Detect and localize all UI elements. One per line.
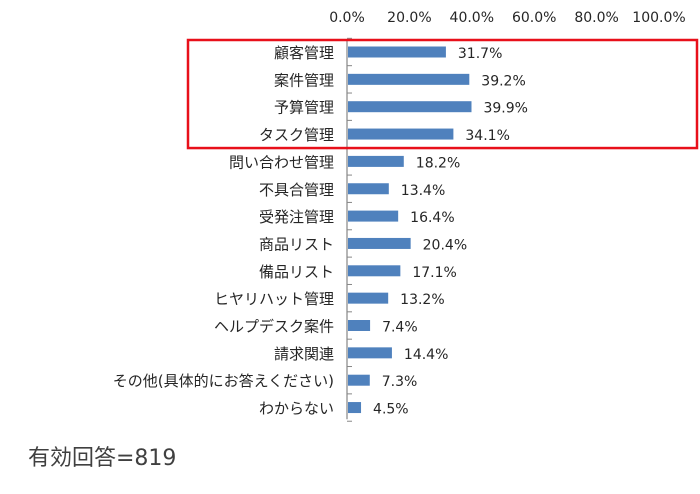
- bar: [348, 210, 399, 222]
- x-tick-label: 20.0%: [387, 10, 431, 26]
- bar: [348, 46, 446, 58]
- data-label: 34.1%: [465, 128, 509, 144]
- category-label: ヘルプデスク案件: [214, 318, 334, 336]
- data-label: 17.1%: [412, 265, 456, 281]
- x-tick-label: 100.0%: [632, 10, 685, 26]
- bar: [348, 320, 371, 331]
- respondent-count: 有効回答=819: [28, 446, 177, 471]
- bar: [348, 101, 472, 113]
- x-tick-label: 0.0%: [329, 10, 365, 26]
- data-label: 13.2%: [400, 292, 444, 308]
- bar: [348, 237, 411, 249]
- category-label: わからない: [259, 400, 334, 418]
- x-tick-label: 80.0%: [574, 10, 618, 26]
- data-label: 31.7%: [458, 46, 502, 62]
- x-tick-label: 60.0%: [512, 10, 556, 26]
- category-label: 不具合管理: [259, 181, 334, 199]
- bar: [348, 73, 470, 85]
- data-label: 4.5%: [373, 402, 409, 418]
- bar: [348, 128, 454, 140]
- bar: [348, 183, 389, 195]
- data-label: 39.9%: [483, 101, 527, 117]
- category-label: 予算管理: [274, 99, 334, 117]
- bar: [348, 265, 401, 277]
- x-tick-label: 40.0%: [450, 10, 494, 26]
- category-label: 問い合わせ管理: [229, 153, 334, 171]
- data-label: 14.4%: [404, 347, 448, 363]
- category-label: 受発注管理: [259, 208, 334, 226]
- bar: [348, 374, 370, 386]
- category-label: 案件管理: [274, 71, 334, 89]
- category-label: 商品リスト: [259, 235, 334, 253]
- data-label: 7.3%: [382, 374, 418, 390]
- bar: [348, 402, 362, 414]
- category-label: 請求関連: [274, 345, 334, 363]
- category-label: ヒヤリハット管理: [214, 290, 334, 308]
- bar: [348, 347, 392, 359]
- data-label: 7.4%: [382, 320, 418, 336]
- data-label: 20.4%: [423, 237, 467, 253]
- data-label: 39.2%: [481, 73, 525, 89]
- bar: [348, 155, 404, 167]
- category-label: 顧客管理: [274, 44, 334, 62]
- highlight-box: [186, 38, 699, 150]
- category-label: 備品リスト: [259, 263, 334, 281]
- category-label: タスク管理: [259, 126, 334, 144]
- bar: [348, 292, 389, 304]
- data-label: 13.4%: [401, 183, 445, 199]
- data-label: 16.4%: [410, 210, 454, 226]
- data-label: 18.2%: [416, 155, 460, 171]
- category-label: その他(具体的にお答えください): [113, 372, 334, 390]
